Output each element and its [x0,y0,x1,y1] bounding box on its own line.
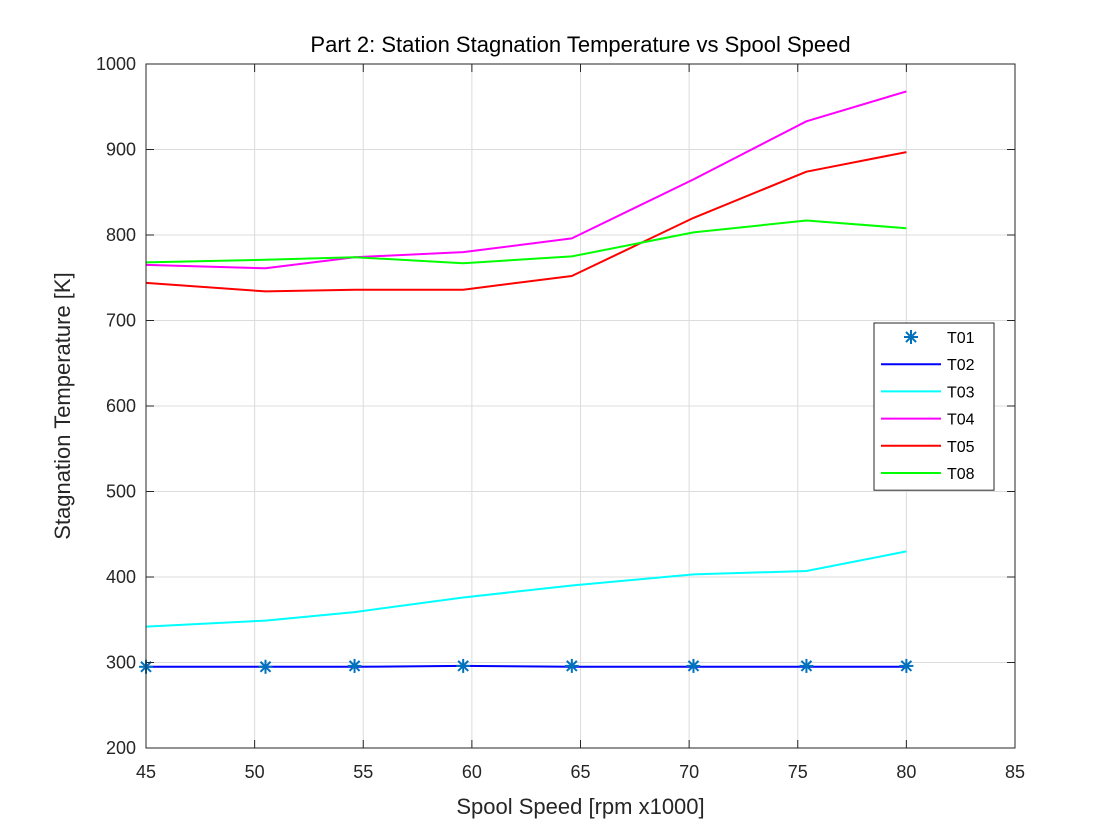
series-line-t05 [145,151,907,293]
asterisk-stroke [259,661,272,673]
legend-label: T05 [947,439,975,456]
x-tick-label: 65 [570,762,590,782]
x-axis-label: Spool Speed [rpm x1000] [456,794,704,819]
asterisk-stroke [905,331,917,343]
x-tick-label: 55 [353,762,373,782]
y-tick-label: 700 [106,311,136,331]
series-line-t04 [145,90,907,270]
legend-entry-t05: T05 [881,439,975,456]
data-point-t01 [686,658,701,673]
y-tick-label: 800 [106,225,136,245]
series-layer [139,90,914,674]
y-tick-label: 1000 [96,54,136,74]
x-tick-label: 85 [1005,762,1025,782]
legend-label: T03 [947,384,975,401]
legend-label: T02 [947,357,975,374]
data-point-t01 [799,658,814,673]
data-point-t01 [347,658,362,673]
series-line-t02 [146,664,907,668]
y-axis-label: Stagnation Temperature [K] [50,272,75,539]
legend-marker [904,330,918,344]
y-tick-label: 900 [106,140,136,160]
x-tick-label: 60 [462,762,482,782]
legend-label: T08 [947,466,975,483]
chart-title: Part 2: Station Stagnation Temperature v… [310,32,850,57]
data-point-t01 [258,659,273,674]
asterisk-stroke [457,660,469,672]
series-line-t03 [145,550,907,628]
asterisk-stroke [687,660,700,672]
legend-box [873,322,995,491]
legend-label: T01 [947,330,975,347]
y-tick-label: 500 [106,482,136,502]
legend-entry-t04: T04 [881,412,975,429]
x-tick-label: 80 [896,762,916,782]
y-tick-label: 400 [106,567,136,587]
x-tick-label: 75 [788,762,808,782]
data-point-t01 [456,658,471,673]
asterisk-stroke [800,660,813,672]
data-point-t01 [899,658,914,673]
legend-entry-t03: T03 [881,384,975,401]
y-tick-label: 200 [106,738,136,758]
asterisk-stroke [900,660,913,672]
legend-entry-t02: T02 [881,357,975,374]
legend-entry-t01: T01 [904,330,975,347]
y-tick-label: 300 [106,653,136,673]
legend: T01 T02 T03 T04 T05 T08 [873,322,995,491]
legend-label: T04 [947,412,975,429]
x-tick-label: 70 [679,762,699,782]
x-tick-label: 50 [245,762,265,782]
data-point-t01 [564,658,579,673]
series-line-t08 [145,219,907,265]
ticks: 45 50 55 60 65 70 75 80 85 200 300 400 500 600 700 800 9… [96,54,1025,782]
legend-entry-t08: T08 [881,466,975,483]
x-tick-label: 45 [136,762,156,782]
y-tick-label: 600 [106,396,136,416]
asterisk-stroke [348,660,361,672]
asterisk-stroke [566,660,578,672]
